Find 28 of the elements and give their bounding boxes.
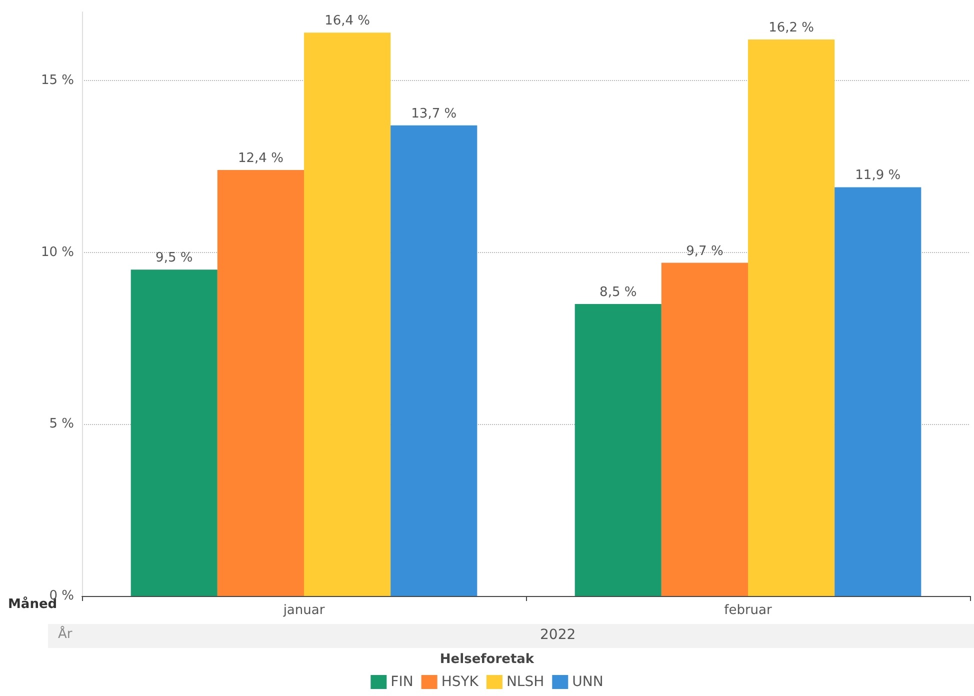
x-tick-label: februar	[724, 603, 773, 618]
bar	[574, 304, 662, 596]
data-label: 13,7 %	[411, 106, 457, 122]
data-label: 16,4 %	[324, 14, 370, 29]
text: År	[58, 625, 73, 642]
legend-label: UNN	[572, 674, 604, 690]
data-label: 16,2 %	[768, 20, 814, 36]
bar	[217, 170, 304, 596]
data-label: 9,7 %	[686, 244, 724, 259]
data-label: 8,5 %	[600, 285, 637, 300]
legend-label: NLSH	[506, 674, 544, 690]
bar	[130, 270, 218, 596]
bar	[304, 32, 391, 596]
bar	[661, 262, 748, 596]
bar	[748, 39, 835, 596]
data-label: 11,9 %	[855, 168, 901, 184]
legend-label: HSYK	[441, 674, 480, 690]
legend-title: Helseforetak	[440, 652, 534, 667]
text: 2022	[540, 627, 576, 643]
x-tick-label: januar	[282, 603, 326, 618]
data-label: 9,5 %	[156, 250, 193, 266]
bar	[390, 125, 478, 596]
y-tick-label: 10 %	[40, 244, 74, 260]
data-label: 12,4 %	[238, 151, 284, 166]
legend-label: FIN	[390, 674, 414, 690]
bar	[834, 187, 922, 596]
y-tick-label: 15 %	[40, 73, 74, 88]
y-tick-label: 5 %	[49, 416, 74, 432]
